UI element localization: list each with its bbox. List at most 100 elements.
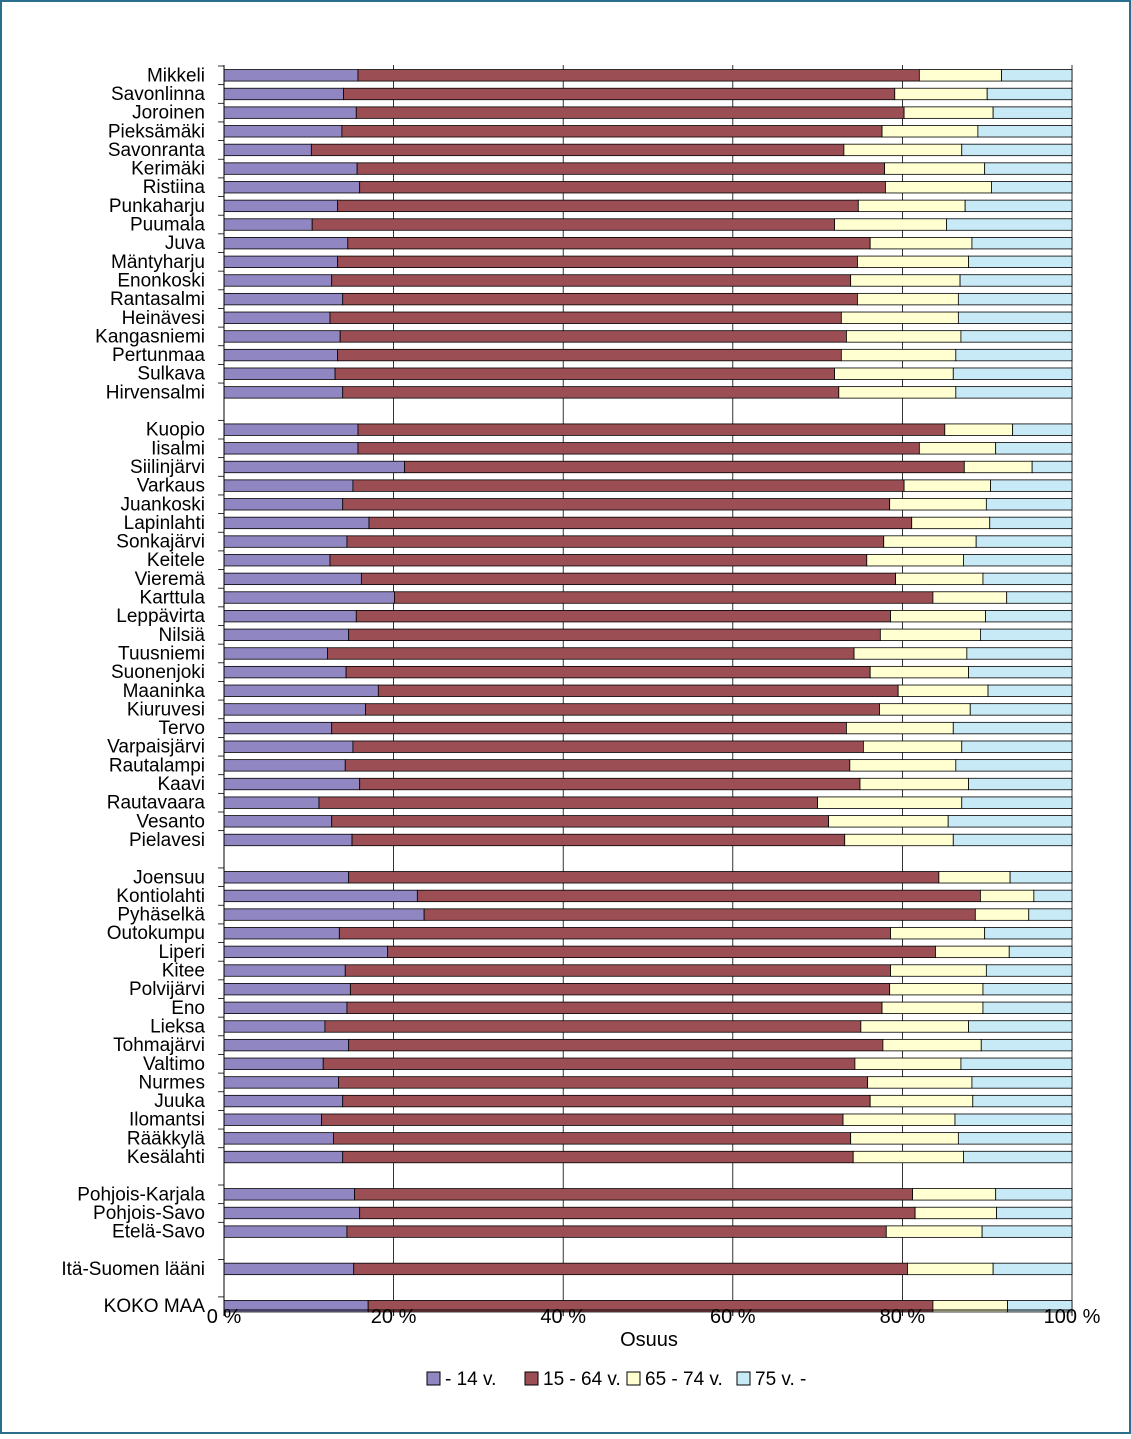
bar-segment xyxy=(223,106,357,119)
bar-segment xyxy=(849,759,957,772)
bar-segment xyxy=(223,554,331,567)
category-label: Valtimo xyxy=(143,1054,205,1075)
bar-segment xyxy=(223,815,333,828)
bar-segment xyxy=(357,423,946,436)
legend: - 14 v. 15 - 64 v. 65 - 74 v. 75 v. - xyxy=(426,1369,806,1390)
bar-segment xyxy=(982,983,1073,996)
bar-segment xyxy=(867,1076,973,1089)
bar-segment xyxy=(918,442,997,455)
bar-segment xyxy=(952,367,1073,380)
bar-segment xyxy=(989,516,1073,530)
bar-segment xyxy=(853,647,968,660)
bar-segment xyxy=(338,927,891,940)
category-label: Sulkava xyxy=(137,364,205,385)
bar-segment xyxy=(883,535,977,548)
bar-segment xyxy=(337,348,842,362)
bar-segment xyxy=(974,908,1030,921)
bar-segment xyxy=(971,237,1073,250)
bar-segment xyxy=(223,1225,348,1238)
bar-segment xyxy=(357,69,920,82)
category-label: Heinävesi xyxy=(122,308,205,329)
bar-segment xyxy=(352,479,905,492)
bar-segment xyxy=(223,628,350,641)
category-label: Suonenjoki xyxy=(111,662,205,683)
bar-segment xyxy=(359,777,861,791)
legend-label: 65 - 74 v. xyxy=(645,1369,723,1390)
category-label: Kaavi xyxy=(157,774,205,795)
bar-segment xyxy=(356,162,885,175)
bar-segment xyxy=(869,665,969,679)
category-label: Savonlinna xyxy=(111,84,205,105)
bar-segment xyxy=(349,983,891,996)
bar-segment xyxy=(342,1150,854,1164)
bar-segment xyxy=(324,1020,862,1033)
bar-segment xyxy=(938,871,1011,884)
bars xyxy=(223,69,1073,1313)
category-label: Juankoski xyxy=(121,494,206,515)
bar-segment xyxy=(897,684,989,697)
bar-segment xyxy=(995,1188,1073,1201)
bar-segment xyxy=(961,740,1073,753)
bar-segment xyxy=(972,1094,1073,1108)
bar-segment xyxy=(223,1094,344,1108)
bar-segment xyxy=(959,274,1073,287)
x-tick-label: 80 % xyxy=(880,1306,926,1328)
bar-segment xyxy=(1008,945,1073,959)
bar-segment xyxy=(223,274,333,287)
category-label: Rautavaara xyxy=(107,793,206,814)
bar-segment xyxy=(828,815,949,828)
category-label: Maaninka xyxy=(123,681,206,702)
bar-segment xyxy=(344,759,851,772)
bar-segment xyxy=(907,1262,994,1276)
category-label: Nurmes xyxy=(138,1072,205,1093)
bar-segment xyxy=(995,442,1073,455)
bar-segment xyxy=(342,498,891,511)
bar-segment xyxy=(957,1132,1073,1145)
bar-segment xyxy=(817,796,963,809)
bar-segment xyxy=(984,927,1073,940)
bar-segment xyxy=(869,1094,974,1108)
bar-segment xyxy=(343,87,896,101)
bar-segment xyxy=(968,777,1073,791)
category-label: Tohmajärvi xyxy=(113,1035,205,1056)
bar-segment xyxy=(986,87,1073,101)
bar-segment xyxy=(879,628,981,641)
bar-segment xyxy=(355,610,891,623)
bar-segment xyxy=(879,703,971,716)
bar-segment xyxy=(982,572,1073,586)
bar-segment xyxy=(860,1020,969,1033)
bar-segment xyxy=(223,1132,334,1145)
bar-segment xyxy=(857,292,959,306)
category-label: Lapinlahti xyxy=(124,513,205,534)
x-axis-title: Osuus xyxy=(620,1329,678,1351)
bar-segment xyxy=(223,218,313,231)
bar-segment xyxy=(846,330,962,343)
category-label: Joensuu xyxy=(133,867,205,888)
bar-segment xyxy=(955,348,1073,362)
bar-segment xyxy=(223,498,344,511)
bar-segment xyxy=(963,460,1033,474)
bar-segment xyxy=(223,348,339,362)
bar-segment xyxy=(1007,1300,1073,1313)
category-label: Rautalampi xyxy=(109,755,205,776)
bar-segment xyxy=(341,125,883,138)
category-label: Juuka xyxy=(154,1091,205,1112)
bar-segment xyxy=(223,237,349,250)
bar-segment xyxy=(334,367,835,380)
bar-segment xyxy=(946,218,1073,231)
bar-segment xyxy=(881,1001,984,1014)
bar-segment xyxy=(834,367,954,380)
category-label: Ristiina xyxy=(143,177,206,198)
bar-segment xyxy=(850,274,961,287)
category-label: Joroinen xyxy=(132,103,205,124)
x-tick-label: 60 % xyxy=(710,1306,756,1328)
bar-segment xyxy=(890,610,986,623)
bar-segment xyxy=(850,1132,959,1145)
bar-segment xyxy=(223,665,347,679)
category-label: Nilsiä xyxy=(159,625,206,646)
category-label: Savonranta xyxy=(108,140,206,161)
bar-segment xyxy=(223,516,370,530)
bar-segment xyxy=(223,908,425,921)
category-label: Eno xyxy=(171,998,205,1019)
bar-segment xyxy=(223,647,328,660)
